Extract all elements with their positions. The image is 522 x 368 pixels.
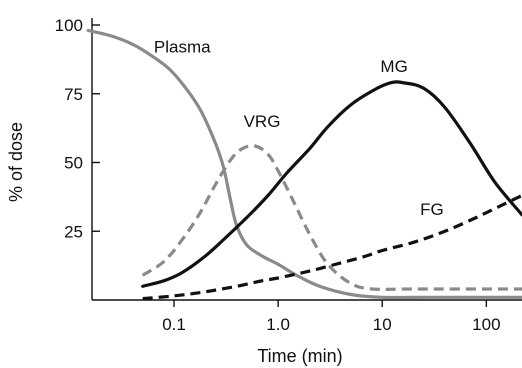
y-ticks: 25 50 75 100 — [55, 16, 100, 241]
y-tick-label-100: 100 — [55, 16, 83, 35]
series-lines — [86, 28, 522, 301]
x-tick-label-1-0: 1.0 — [266, 315, 290, 334]
series-line-mg — [141, 80, 522, 288]
series-label-mg: MG — [380, 57, 407, 76]
series-line-fg — [142, 194, 522, 301]
series-label-plasma: Plasma — [154, 38, 211, 57]
series-line-plasma — [86, 28, 522, 300]
x-tick-label-10: 10 — [373, 315, 392, 334]
x-ticks: 0.1 1.0 10 100 — [162, 300, 501, 334]
series-labels: Plasma VRG MG FG — [154, 38, 444, 219]
plot-area: 25 50 75 100 0.1 1.0 10 100 Plasma VRG MG FG — [55, 16, 522, 334]
y-tick-label-25: 25 — [64, 222, 83, 241]
x-tick-label-0-1: 0.1 — [162, 315, 186, 334]
y-axis-label: % of dose — [6, 122, 26, 202]
series-label-fg: FG — [420, 200, 444, 219]
x-axis-label: Time (min) — [257, 346, 342, 366]
y-tick-label-75: 75 — [64, 85, 83, 104]
series-label-vrg: VRG — [244, 112, 281, 131]
series-line-vrg — [141, 144, 522, 291]
y-tick-label-50: 50 — [64, 154, 83, 173]
x-tick-label-100: 100 — [472, 315, 500, 334]
